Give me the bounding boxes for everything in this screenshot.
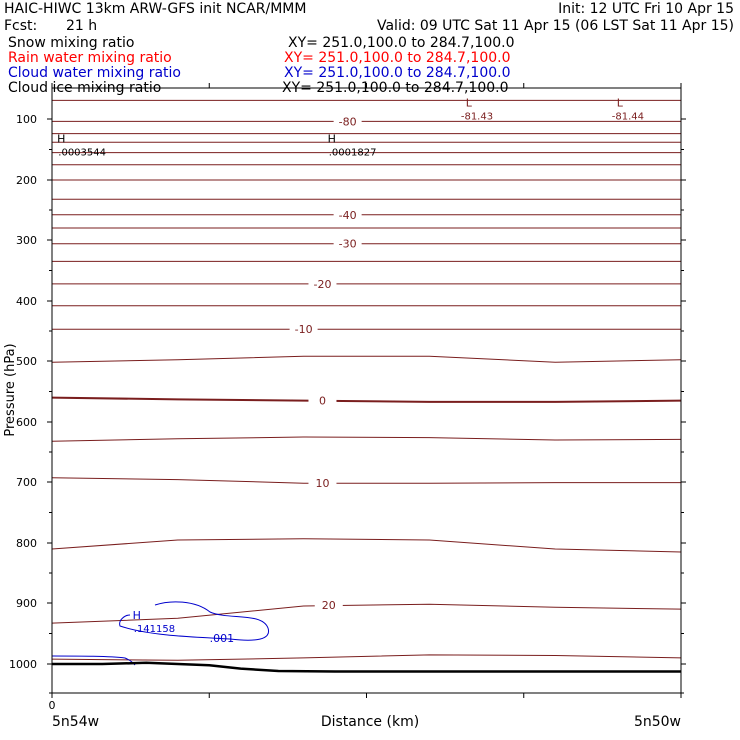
temperature-contour-label: 10 [315, 477, 329, 490]
temperature-contour-label: -20 [313, 278, 331, 291]
valid-time: Valid: 09 UTC Sat 11 Apr 15 (06 LST Sat … [376, 18, 734, 34]
temperature-contour-label: -30 [339, 238, 357, 251]
temperature-contour-label: -40 [339, 209, 357, 222]
y-tick-label: 300 [16, 234, 37, 247]
init-time: Init: 12 UTC Fri 10 Apr 15 [558, 1, 734, 17]
contour-label-bg [314, 597, 343, 611]
extremum-value: .141158 [134, 624, 175, 635]
extremum-value: .0001827 [329, 147, 377, 158]
temperature-contour-line [51, 355, 682, 363]
y-tick-label: 400 [16, 295, 37, 308]
model-title: HAIC-HIWC 13km ARW-GFS init NCAR/MMM [4, 1, 307, 17]
rain-field-name: Rain water mixing ratio [8, 50, 172, 66]
x-zero-label: 0 [49, 699, 56, 712]
extremum-type: H [133, 609, 141, 622]
extremum-type: H [328, 132, 336, 145]
contour-label-bg [308, 393, 337, 407]
extrema-labels: H .0003544 H .0001827 L -81.43 L -81.44 H .141158 [57, 97, 644, 635]
y-tick-label: 1000 [9, 658, 37, 671]
extremum-type: H [57, 132, 65, 145]
rain-field-xy: XY= 251.0,100.0 to 284.7,100.0 [284, 50, 511, 66]
contour-label-bg [308, 476, 337, 490]
plot-frame [51, 87, 682, 694]
extremum-value: -81.44 [612, 112, 644, 123]
y-tick-label: 700 [16, 476, 37, 489]
y-tick-label: 100 [16, 113, 37, 126]
extremum-value: -81.43 [461, 112, 493, 123]
contour-label-bg [333, 207, 362, 221]
terrain-line [52, 661, 681, 673]
y-tick-label: 200 [16, 174, 37, 187]
y-tick-label: 500 [16, 355, 37, 368]
x-end-label: 5n50w [634, 714, 681, 730]
temperature-contour-line [51, 603, 682, 624]
y-tick-label: 800 [16, 537, 37, 550]
extremum-value: .0003544 [58, 147, 106, 158]
temperature-contour-line [51, 396, 682, 403]
temperature-contour-label: 0 [319, 395, 326, 408]
snow-field-xy: XY= 251.0,100.0 to 284.7,100.0 [288, 35, 515, 51]
terrain [52, 661, 681, 673]
contour-label-bg [308, 276, 337, 290]
forecast-label: Fcst: [4, 18, 38, 34]
contour-label-bg [333, 114, 362, 128]
y-tick-label: 900 [16, 597, 37, 610]
cloud-water-contour-label: .001 [210, 632, 235, 645]
contour-label-bg [289, 322, 318, 336]
temperature-contour-line [51, 654, 682, 661]
cloud-water-contour-outer [119, 601, 270, 641]
cloud-water-field-name: Cloud water mixing ratio [8, 65, 181, 81]
y-tick-label: 600 [16, 416, 37, 429]
x-axis-label: Distance (km) [321, 714, 419, 730]
temperature-contour-line [51, 477, 681, 484]
temperature-contour-label: -10 [295, 323, 313, 336]
temperature-contour-line [51, 436, 682, 442]
extremum-type: L [466, 97, 473, 110]
temperature-contour-label: 20 [322, 599, 336, 612]
temperature-contours: -80 -40 -30 -20 -10 0 10 20 [51, 99, 682, 661]
axes [51, 87, 682, 694]
forecast-hour: 21 h [66, 18, 98, 34]
contour-label-bg [333, 236, 362, 250]
snow-field-name: Snow mixing ratio [8, 35, 135, 51]
cloud-water-field-xy: XY= 251.0,100.0 to 284.7,100.0 [284, 65, 511, 81]
x-start-label: 5n54w [52, 714, 99, 730]
y-axis-label: Pressure (hPa) [3, 343, 18, 436]
x-axis-ticks [51, 83, 682, 698]
extremum-type: L [617, 97, 624, 110]
temperature-contour-label: -80 [339, 115, 357, 128]
temperature-contour-line [51, 538, 682, 553]
